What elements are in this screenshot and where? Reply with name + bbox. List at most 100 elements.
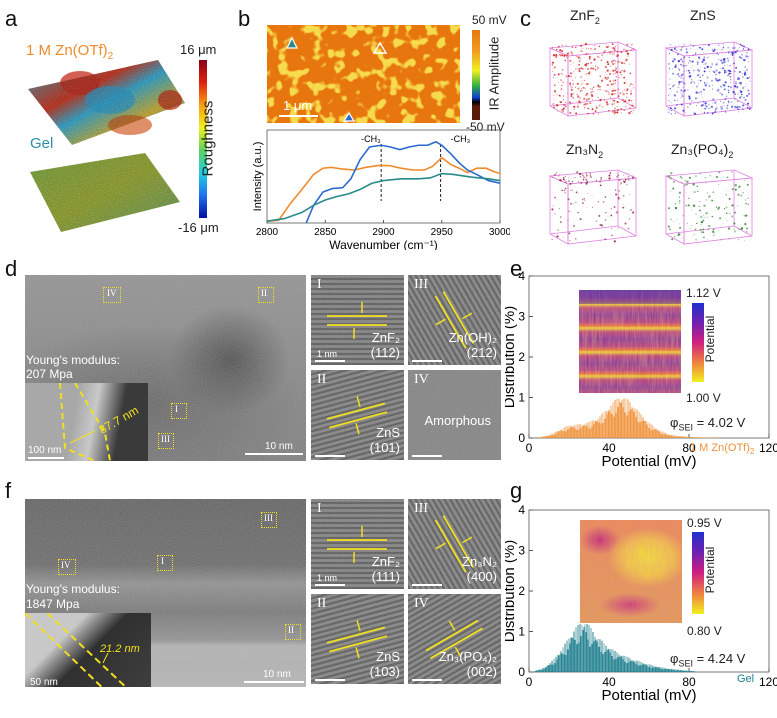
atom-dot — [692, 45, 694, 47]
atom-dot — [590, 67, 593, 70]
atom-dot — [623, 195, 625, 197]
atom-dot — [621, 61, 623, 64]
atom-dot — [672, 57, 675, 59]
atom-dot — [677, 234, 679, 236]
atom-dot — [613, 176, 614, 178]
phi-value-e: = 4.02 V — [692, 415, 746, 430]
atom-dot — [570, 64, 572, 65]
roughness-surface-gel — [30, 153, 180, 232]
atom-dot — [570, 95, 573, 98]
atom-dot — [588, 57, 591, 60]
atom-dot — [558, 207, 561, 210]
atom-dot — [714, 232, 716, 234]
roughness-colorbar — [199, 60, 207, 218]
atom-dot — [560, 216, 562, 218]
atom-dot — [740, 90, 743, 93]
atom-dot — [579, 175, 581, 177]
atom-dot — [672, 187, 675, 190]
atom-dot — [558, 53, 560, 55]
atom-dot — [630, 99, 633, 102]
region-box-ii-d — [258, 287, 274, 303]
atom-dot — [626, 52, 630, 55]
atom-dot — [691, 81, 693, 83]
phi-sub-g: SEI — [678, 658, 693, 669]
atom-dot — [623, 109, 625, 111]
atom-dot — [679, 202, 681, 204]
atom-dot — [609, 72, 611, 75]
atom-dot — [710, 105, 714, 109]
atom-dot — [591, 91, 593, 92]
atom-dot — [556, 199, 558, 201]
atom-dot — [717, 54, 719, 56]
atom-dot — [746, 230, 748, 233]
cube-title-1: ZnS — [690, 7, 716, 26]
atom-dot — [698, 46, 701, 49]
atom-dot — [614, 73, 616, 75]
atom-dot — [742, 108, 744, 111]
atom-dot — [695, 213, 697, 215]
atom-dot — [585, 93, 586, 95]
atom-dot — [685, 51, 689, 54]
atom-dot — [704, 67, 706, 70]
x-tick-label: 2800 — [256, 227, 279, 238]
atom-dot — [737, 205, 738, 207]
atom-dot — [670, 102, 672, 104]
atom-dot — [612, 73, 615, 75]
atom-dot — [707, 228, 710, 230]
atom-dot — [722, 43, 724, 45]
atom-dot — [568, 177, 570, 179]
atom-dot — [729, 102, 731, 104]
atom-dot — [697, 190, 699, 193]
hrtem-scalebar — [412, 584, 442, 586]
atom-dot — [735, 82, 737, 84]
marker-blue-triangle — [342, 111, 356, 122]
atom-dot — [692, 183, 695, 186]
atom-dot — [718, 184, 720, 185]
atom-dot — [586, 102, 589, 105]
atom-dot — [731, 90, 734, 93]
atom-dot — [711, 199, 714, 202]
atom-dot — [685, 204, 688, 207]
atom-dot — [717, 208, 719, 210]
atom-dot — [701, 48, 704, 51]
panel-label-a: a — [5, 6, 18, 31]
atom-dot — [560, 101, 562, 104]
atom-dot — [592, 67, 595, 70]
atom-dot — [585, 172, 587, 174]
atom-dot — [684, 89, 687, 91]
hrtem-phase: ZnS — [376, 425, 400, 440]
atom-dot — [744, 240, 746, 242]
x-tick-label: 120 — [759, 675, 777, 689]
hrtem-plane: (400) — [466, 569, 497, 584]
atom-dot — [554, 213, 556, 215]
atom-dot — [743, 58, 746, 62]
atom-dot — [737, 239, 739, 241]
atom-dot — [700, 223, 702, 225]
atom-dot — [697, 97, 699, 99]
atom-dot — [730, 79, 732, 81]
atom-dot — [706, 65, 709, 69]
atom-dot — [624, 105, 627, 108]
atom-dot — [730, 101, 733, 103]
roughness-colorbar-min: -16 μm — [178, 220, 219, 235]
atom-dot — [617, 61, 619, 63]
atom-dot — [699, 229, 701, 231]
atom-dot — [668, 84, 670, 86]
atom-dot — [695, 52, 697, 54]
atom-dot — [581, 88, 583, 90]
atom-dot — [686, 70, 688, 72]
hrtem-d-i: I ZnF₂ (112) 1 nm — [311, 275, 404, 365]
atom-dot — [626, 50, 629, 52]
atom-dot — [676, 91, 678, 93]
atom-dot — [616, 55, 619, 57]
atom-dot — [575, 238, 577, 240]
atom-dot — [555, 96, 557, 98]
atom-dot — [690, 228, 692, 230]
atom-dot — [595, 48, 597, 50]
atom-dot — [579, 102, 581, 104]
atom-dot — [744, 199, 747, 201]
atom-dot — [702, 219, 705, 222]
atom-dot — [567, 82, 569, 84]
atom-dot — [711, 80, 713, 82]
atom-dot — [629, 179, 631, 181]
